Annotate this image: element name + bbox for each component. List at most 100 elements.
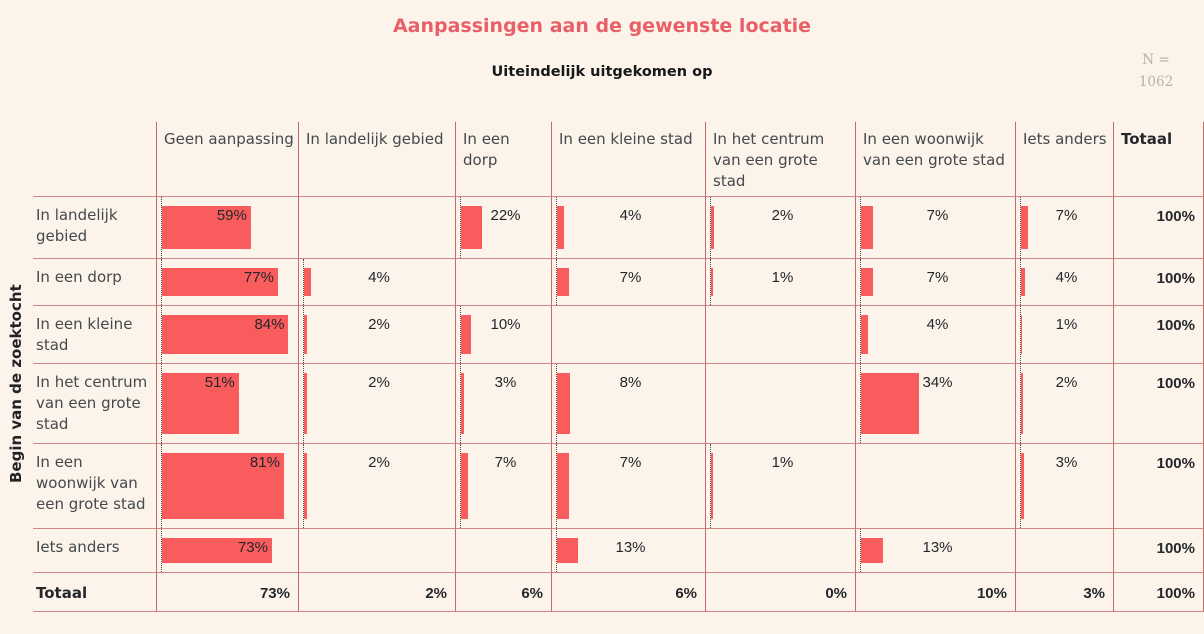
column-header: In het centrum van een grote stad: [705, 122, 855, 196]
percentage-bar: [557, 206, 564, 249]
percentage-bar: [461, 453, 468, 519]
bar-value-label: 4%: [368, 269, 390, 286]
data-cell: 2%: [705, 196, 855, 258]
bar-zero-axis: [1020, 444, 1021, 528]
data-cell: 4%: [855, 305, 1015, 363]
data-cell: [705, 363, 855, 443]
bar-zero-axis: [161, 306, 162, 363]
data-cell: 2%: [298, 305, 455, 363]
row-header: In een dorp: [33, 258, 156, 305]
bar-zero-axis: [460, 306, 461, 363]
bar-zero-axis: [1020, 259, 1021, 305]
percentage-bar: [861, 538, 884, 563]
bar-zero-axis: [303, 259, 304, 305]
percentage-bar: [861, 268, 873, 296]
bar-zero-axis: [303, 364, 304, 443]
percentage-bar: [1021, 268, 1025, 296]
bar-value-label: 81%: [249, 454, 280, 471]
bar-value-label: 7%: [619, 269, 642, 286]
column-total-cell: 6%: [455, 572, 551, 612]
bar-value-label: 7%: [926, 207, 949, 224]
percentage-bar: [461, 373, 464, 434]
percentage-bar: [711, 453, 713, 519]
column-total-cell: 73%: [156, 572, 298, 612]
bar-zero-axis: [303, 444, 304, 528]
row-total-cell: 100%: [1113, 196, 1204, 258]
percentage-bar: [162, 206, 251, 249]
data-cell: 7%: [855, 196, 1015, 258]
percentage-bar: [162, 315, 289, 354]
bar-zero-axis: [161, 259, 162, 305]
column-header: In een dorp: [455, 122, 551, 196]
column-header: Iets anders: [1015, 122, 1113, 196]
data-cell: 1%: [705, 443, 855, 528]
bar-zero-axis: [460, 444, 461, 528]
bar-zero-axis: [1020, 306, 1021, 363]
bar-value-label: 8%: [619, 374, 642, 391]
percentage-bar: [162, 538, 272, 563]
percentage-bar: [557, 538, 579, 563]
bar-value-label: 10%: [490, 316, 521, 333]
column-total-cell: 0%: [705, 572, 855, 612]
column-header-spacer: [33, 122, 156, 196]
bar-zero-axis: [860, 529, 861, 572]
data-cell: 10%: [455, 305, 551, 363]
page-title: Aanpassingen aan de gewenste locatie: [392, 15, 812, 37]
percentage-bar: [304, 315, 308, 354]
bar-value-label: 7%: [926, 269, 949, 286]
data-cell: 34%: [855, 363, 1015, 443]
data-cell: 8%: [551, 363, 705, 443]
bar-value-label: 3%: [494, 374, 517, 391]
row-header: In het centrum van een grote stad: [33, 363, 156, 443]
percentage-bar: [557, 373, 571, 434]
data-cell: 7%: [551, 258, 705, 305]
bar-value-label: 3%: [1055, 454, 1078, 471]
percentage-bar: [711, 206, 715, 249]
bar-zero-axis: [860, 364, 861, 443]
bar-value-label: 2%: [1055, 374, 1078, 391]
data-cell: 3%: [1015, 443, 1113, 528]
bar-value-label: 1%: [771, 269, 794, 286]
sample-size-label: N =: [1142, 52, 1170, 68]
bar-value-label: 7%: [619, 454, 642, 471]
row-axis-label: Begin van de zoektocht: [7, 284, 25, 484]
data-cell: 13%: [855, 528, 1015, 572]
bar-zero-axis: [860, 259, 861, 305]
percentage-bar: [1021, 206, 1028, 249]
row-header: In een kleine stad: [33, 305, 156, 363]
percentage-bar: [711, 268, 713, 296]
bar-value-label: 1%: [771, 454, 794, 471]
bar-value-label: 4%: [619, 207, 642, 224]
bar-value-label: 4%: [1055, 269, 1078, 286]
chart-subtitle-column-axis-title: Uiteindelijk uitgekomen op: [491, 64, 713, 80]
data-cell: [705, 305, 855, 363]
percentage-bar: [557, 453, 569, 519]
bar-zero-axis: [303, 306, 304, 363]
bar-zero-axis: [556, 197, 557, 258]
bar-value-label: 13%: [922, 539, 953, 556]
percentage-bar: [861, 206, 873, 249]
bar-value-label: 7%: [1055, 207, 1078, 224]
bar-value-label: 84%: [254, 316, 285, 333]
bar-value-label: 2%: [368, 374, 390, 391]
data-cell: 4%: [1015, 258, 1113, 305]
percentage-bar: [461, 206, 483, 249]
data-cell: 4%: [298, 258, 455, 305]
row-total-cell: 100%: [1113, 363, 1204, 443]
bar-zero-axis: [710, 444, 711, 528]
bar-zero-axis: [556, 529, 557, 572]
bar-zero-axis: [556, 364, 557, 443]
data-cell: 4%: [551, 196, 705, 258]
data-cell: [298, 528, 455, 572]
bar-zero-axis: [161, 197, 162, 258]
crosstab-table: Begin van de zoektocht Geen aanpassing In…: [0, 122, 1204, 612]
row-total-cell: 100%: [1113, 528, 1204, 572]
data-cell: [455, 528, 551, 572]
bar-zero-axis: [710, 197, 711, 258]
data-cell: 59%: [156, 196, 298, 258]
row-total-cell: 100%: [1113, 443, 1204, 528]
column-header: In een woonwijk van een grote stad: [855, 122, 1015, 196]
data-cell: 7%: [855, 258, 1015, 305]
bar-zero-axis: [1020, 197, 1021, 258]
data-cell: 77%: [156, 258, 298, 305]
